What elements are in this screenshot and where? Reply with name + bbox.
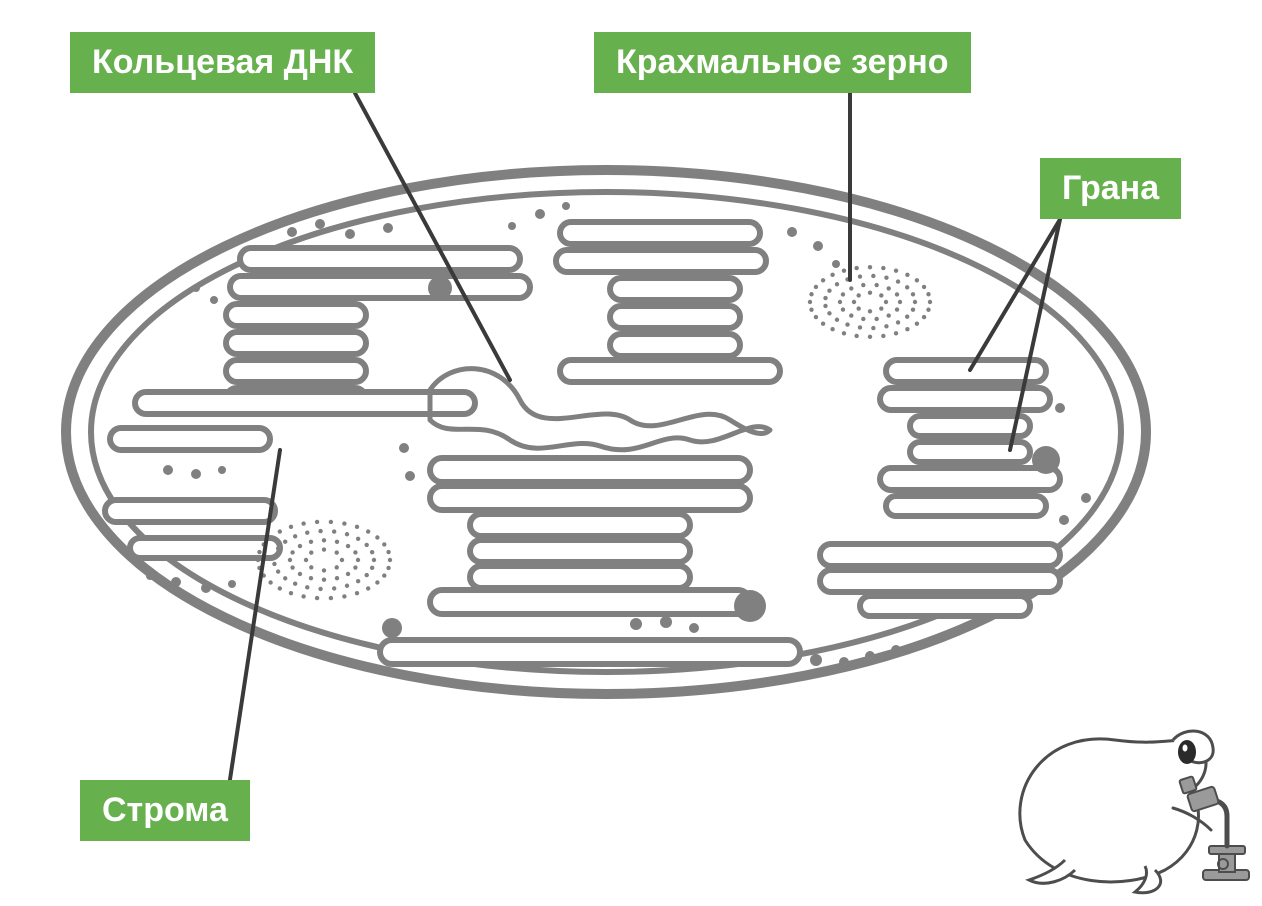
thylakoid: [470, 514, 690, 536]
thylakoid: [860, 596, 1030, 616]
ribosome-dot: [228, 580, 236, 588]
chloroplast-diagram: [0, 0, 1262, 906]
ribosome-dot: [630, 618, 642, 630]
ribosome-dot: [383, 223, 393, 233]
thylakoid: [130, 538, 280, 558]
ribosome-dot: [210, 296, 218, 304]
thylakoid: [610, 306, 740, 328]
thylakoid: [470, 566, 690, 588]
ribosome-dot: [787, 227, 797, 237]
thylakoid: [820, 570, 1060, 592]
thylakoid: [110, 428, 270, 450]
ribosome-dot: [832, 260, 840, 268]
ribosome-dot: [535, 209, 545, 219]
thylakoid: [226, 304, 366, 326]
thylakoid: [610, 278, 740, 300]
ribosome-dot: [399, 443, 409, 453]
ribosome-dot: [562, 202, 570, 210]
ribosome-dot: [171, 577, 181, 587]
thylakoid: [880, 468, 1060, 490]
starch-grain: [256, 520, 392, 601]
label-starch: Крахмальное зерно: [594, 32, 971, 93]
thylakoid: [560, 360, 780, 382]
lipid-globule: [428, 276, 452, 300]
thylakoid: [886, 360, 1046, 382]
ribosome-dot: [660, 616, 672, 628]
thylakoid: [560, 222, 760, 244]
thylakoid: [105, 500, 275, 522]
lipid-globule: [382, 618, 402, 638]
leader-line: [1010, 219, 1060, 450]
thylakoid: [240, 248, 520, 270]
thylakoid: [230, 276, 530, 298]
thylakoid: [820, 544, 1060, 566]
thylakoid: [226, 332, 366, 354]
ribosome-dot: [192, 284, 200, 292]
ribosome-dot: [146, 572, 154, 580]
starch-grain: [808, 265, 932, 339]
thylakoid: [470, 540, 690, 562]
lipid-globule: [1032, 446, 1060, 474]
ribosome-dot: [218, 466, 226, 474]
label-dna: Кольцевая ДНК: [70, 32, 375, 93]
leader-line: [355, 93, 510, 380]
thylakoid: [226, 360, 366, 382]
thylakoid: [380, 640, 800, 664]
thylakoid: [556, 250, 766, 272]
lipid-globule: [734, 590, 766, 622]
ribosome-dot: [810, 654, 822, 666]
ribosome-dot: [865, 651, 875, 661]
thylakoid: [430, 458, 750, 482]
ribosome-dot: [163, 465, 173, 475]
ribosome-dot: [1059, 515, 1069, 525]
mascot-frog-microscope-icon: [1020, 731, 1249, 893]
label-stroma: Строма: [80, 780, 250, 841]
thylakoid: [135, 392, 475, 414]
ribosome-dot: [508, 222, 516, 230]
ribosome-dot: [191, 469, 201, 479]
ribosome-dot: [1081, 493, 1091, 503]
ribosome-dot: [315, 219, 325, 229]
ribosome-dot: [689, 623, 699, 633]
label-grana: Грана: [1040, 158, 1181, 219]
thylakoid: [886, 496, 1046, 516]
ribosome-dot: [891, 645, 901, 655]
thylakoid: [610, 334, 740, 356]
ribosome-dot: [287, 227, 297, 237]
ribosome-dot: [201, 583, 211, 593]
ribosome-dot: [813, 241, 823, 251]
thylakoid: [430, 486, 750, 510]
ribosome-dot: [839, 657, 849, 667]
thylakoid: [430, 590, 750, 614]
ribosome-dot: [1055, 403, 1065, 413]
ribosome-dot: [345, 229, 355, 239]
ribosome-dot: [405, 471, 415, 481]
